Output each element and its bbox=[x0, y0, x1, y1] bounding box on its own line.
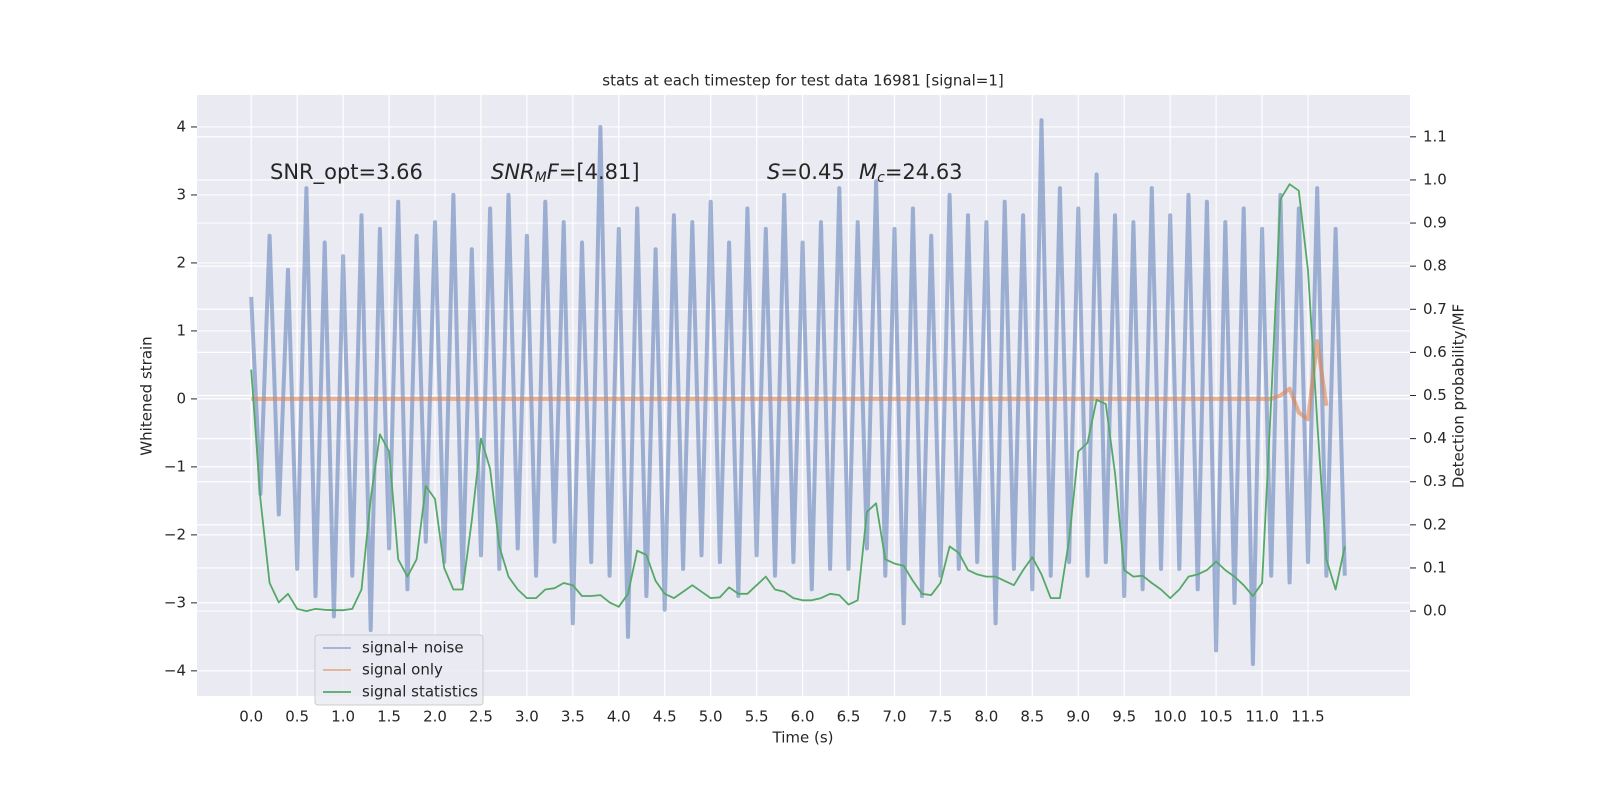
y-tick-label: 4 bbox=[176, 117, 186, 135]
y-tick-label: 2 bbox=[176, 253, 186, 271]
x-tick-label: 3.5 bbox=[561, 708, 585, 726]
legend-label: signal+ noise bbox=[362, 639, 464, 657]
x-tick-label: 10.0 bbox=[1153, 708, 1186, 726]
x-tick-label: 7.5 bbox=[928, 708, 952, 726]
x-tick-label: 11.0 bbox=[1245, 708, 1278, 726]
x-tick-label: 3.0 bbox=[515, 708, 539, 726]
series-line bbox=[249, 118, 1347, 666]
y2-tick-label: 0.3 bbox=[1423, 472, 1447, 490]
annotation: Mc=24.63 bbox=[859, 160, 963, 186]
y2-tick-label: 0.5 bbox=[1423, 386, 1447, 404]
y-tick-label: 1 bbox=[176, 321, 186, 339]
x-tick-label: 2.0 bbox=[423, 708, 447, 726]
annotation-part: M bbox=[859, 160, 877, 184]
annotation-part: F bbox=[547, 160, 560, 184]
x-tick-label: 5.0 bbox=[699, 708, 723, 726]
annotation-part: =24.63 bbox=[885, 160, 963, 184]
x-tick-label: 2.5 bbox=[469, 708, 493, 726]
x-tick-label: 0.0 bbox=[239, 708, 263, 726]
annotation-part: c bbox=[877, 170, 885, 186]
y-axis-label: Whitened strain bbox=[138, 336, 156, 455]
annotation-part: M bbox=[535, 170, 547, 186]
y-tick-label: 3 bbox=[176, 185, 186, 203]
x-tick-label: 5.5 bbox=[745, 708, 769, 726]
y2-tick-label: 0.4 bbox=[1423, 429, 1447, 447]
x-tick-label: 9.5 bbox=[1112, 708, 1136, 726]
x-tick-label: 9.0 bbox=[1066, 708, 1090, 726]
series-line bbox=[250, 183, 1346, 612]
x-tick-label: 8.5 bbox=[1020, 708, 1044, 726]
y2-tick-label: 0.0 bbox=[1423, 602, 1447, 620]
x-axis-label: Time (s) bbox=[772, 729, 834, 747]
x-tick-label: 1.0 bbox=[331, 708, 355, 726]
annotation: S=0.45 bbox=[767, 160, 845, 184]
x-tick-label: 4.5 bbox=[653, 708, 677, 726]
y-tick-label: 0 bbox=[176, 389, 186, 407]
annotation-part: SNR bbox=[491, 160, 535, 184]
annotation-part: =[4.81] bbox=[559, 160, 640, 184]
annotation-part: S bbox=[767, 160, 780, 184]
legend-box bbox=[314, 634, 484, 706]
annotation: SNRMF=[4.81] bbox=[491, 160, 640, 186]
y2-tick-label: 0.8 bbox=[1423, 257, 1447, 275]
y2-tick-label: 1.0 bbox=[1423, 170, 1447, 188]
y2-tick-label: 0.6 bbox=[1423, 343, 1447, 361]
y2-tick-label: 0.2 bbox=[1423, 515, 1447, 533]
x-tick-label: 8.0 bbox=[974, 708, 998, 726]
x-tick-label: 6.0 bbox=[791, 708, 815, 726]
y2-tick-label: 0.9 bbox=[1423, 214, 1447, 232]
y-tick-label: −1 bbox=[164, 457, 186, 475]
annotation: SNR_opt=3.66 bbox=[270, 160, 423, 185]
series-line bbox=[251, 339, 1329, 422]
y2-tick-label: 1.1 bbox=[1423, 127, 1447, 145]
x-tick-label: 1.5 bbox=[377, 708, 401, 726]
legend-label: signal statistics bbox=[362, 683, 478, 701]
y-tick-label: −2 bbox=[164, 525, 186, 543]
y2-tick-label: 0.1 bbox=[1423, 558, 1447, 576]
annotation-part: SNR_opt=3.66 bbox=[270, 160, 423, 185]
x-tick-label: 7.0 bbox=[883, 708, 907, 726]
y2-axis-label: Detection probability/MF bbox=[1450, 304, 1468, 488]
x-tick-label: 6.5 bbox=[837, 708, 861, 726]
chart-title: stats at each timestep for test data 169… bbox=[602, 72, 1003, 90]
y-tick-label: −3 bbox=[164, 593, 186, 611]
x-tick-label: 11.5 bbox=[1291, 708, 1324, 726]
x-tick-label: 10.5 bbox=[1199, 708, 1232, 726]
y-tick-label: −4 bbox=[164, 661, 186, 679]
legend-label: signal only bbox=[362, 661, 443, 679]
y2-tick-label: 0.7 bbox=[1423, 300, 1447, 318]
x-tick-label: 0.5 bbox=[285, 708, 309, 726]
x-tick-label: 4.0 bbox=[607, 708, 631, 726]
annotation-part: =0.45 bbox=[780, 160, 844, 184]
